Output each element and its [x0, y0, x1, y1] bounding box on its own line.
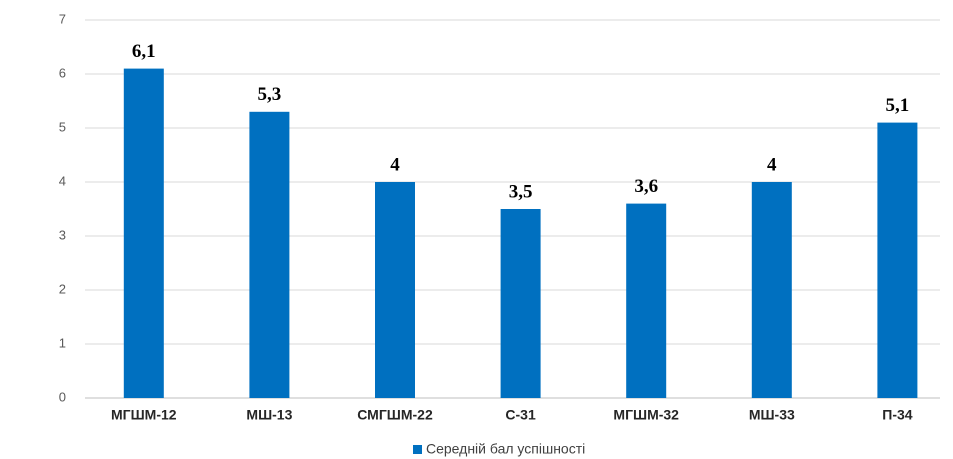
data-label: 6,1	[132, 41, 156, 62]
data-label: 3,6	[634, 176, 658, 197]
x-tick-label: МГШМ-32	[613, 407, 679, 423]
data-label: 5,3	[258, 84, 282, 105]
legend-swatch	[413, 445, 422, 454]
bar	[123, 68, 164, 398]
y-tick-label: 3	[59, 227, 66, 242]
data-label: 5,1	[886, 95, 910, 116]
y-tick-label: 0	[59, 389, 66, 404]
y-tick-label: 4	[59, 173, 66, 188]
x-tick-label: С-31	[505, 407, 536, 423]
x-tick-label: СМГШМ-22	[357, 407, 433, 423]
bar	[375, 182, 415, 398]
bar	[500, 209, 541, 398]
y-tick-label: 1	[59, 335, 66, 350]
legend-label: Середній бал успішності	[426, 441, 585, 457]
y-tick-label: 6	[59, 65, 66, 80]
x-tick-label: МШ-13	[246, 407, 292, 423]
x-tick-label: МГШМ-12	[111, 407, 177, 423]
y-tick-label: 2	[59, 281, 66, 296]
data-label: 3,5	[509, 181, 533, 202]
bar	[626, 203, 667, 398]
data-label: 4	[390, 154, 400, 175]
bar	[877, 122, 918, 398]
bar	[751, 182, 792, 398]
x-tick-label: МШ-33	[749, 407, 795, 423]
y-tick-label: 5	[59, 119, 66, 134]
x-tick-label: П-34	[882, 407, 913, 423]
data-label: 4	[767, 154, 777, 175]
y-tick-label: 7	[59, 11, 66, 26]
bar	[249, 111, 290, 399]
